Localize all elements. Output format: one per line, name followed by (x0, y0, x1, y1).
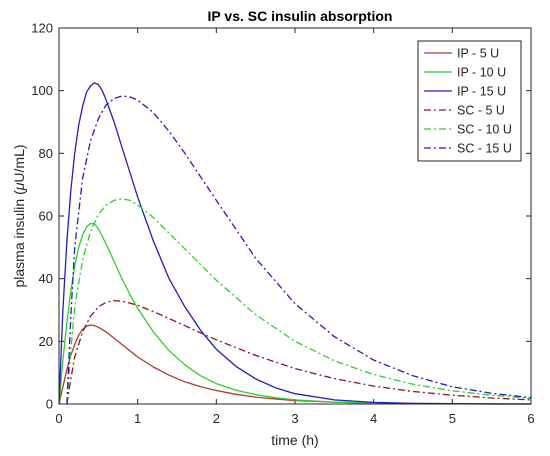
legend-label-4: SC - 10 U (457, 123, 512, 137)
x-tick-label: 2 (213, 411, 220, 426)
y-tick-label: 120 (31, 21, 53, 36)
legend: IP - 5 U IP - 10 U IP - 15 U SC - 5 U SC - 1… (417, 40, 522, 162)
y-tick-label: 0 (46, 397, 53, 412)
x-tick-label: 0 (55, 411, 62, 426)
y-axis-title-prefix: plasma insulin ( (11, 190, 27, 288)
legend-label-1: IP - 10 U (457, 66, 506, 80)
y-tick-label: 40 (39, 271, 53, 286)
plot-border (58, 27, 532, 405)
legend-label-0: IP - 5 U (457, 47, 499, 61)
y-tick-label: 20 (39, 334, 53, 349)
x-tick-label: 5 (449, 411, 456, 426)
y-axis-title-suffix: U/mL) (11, 144, 27, 182)
legend-label-2: IP - 15 U (457, 85, 506, 99)
legend-box (417, 40, 522, 162)
series-lines (58, 82, 532, 405)
series-line-2 (58, 82, 531, 405)
y-tick-label: 100 (31, 83, 53, 98)
x-tick-label: 4 (370, 411, 377, 426)
series-line-4 (66, 198, 532, 405)
series-line-3 (66, 299, 532, 405)
y-axis-title-mu: μ (11, 182, 27, 191)
y-axis-title: plasma insulin (μU/mL) (11, 144, 27, 287)
series-line-1 (58, 222, 531, 405)
legend-label-3: SC - 5 U (457, 104, 505, 118)
x-tick-label: 1 (134, 411, 141, 426)
x-tick-label: 3 (291, 411, 298, 426)
legend-label-5: SC - 15 U (457, 142, 512, 156)
series-line-5 (66, 95, 532, 405)
x-tick-label: 6 (527, 411, 534, 426)
chart-title: IP vs. SC insulin absorption (208, 8, 393, 24)
y-tick-label: 80 (39, 146, 53, 161)
y-tick-label: 60 (39, 209, 53, 224)
x-axis-title: time (h) (271, 432, 318, 448)
